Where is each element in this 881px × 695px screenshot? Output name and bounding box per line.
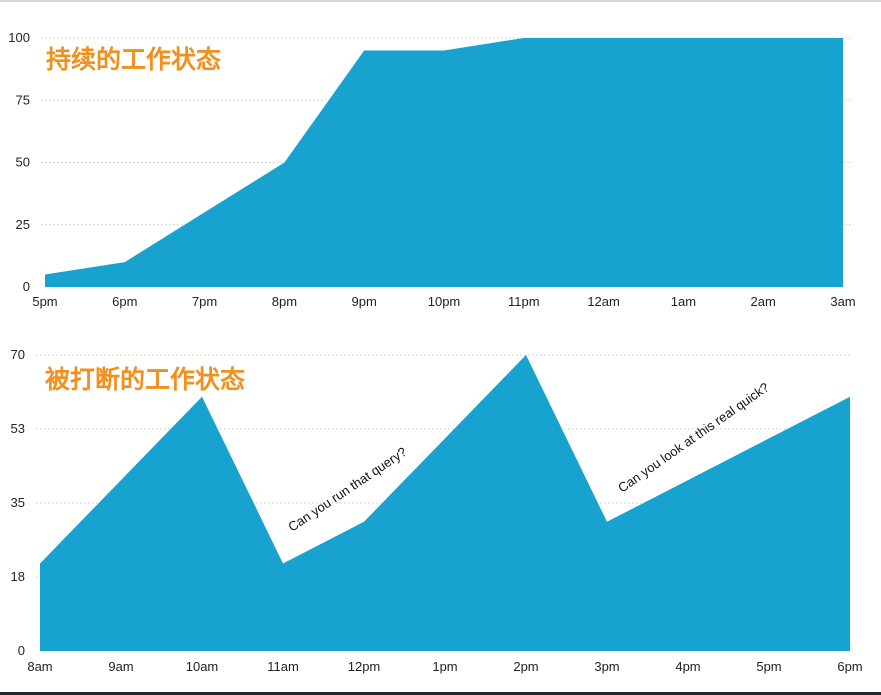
x-tick-label: 8am (27, 659, 52, 674)
y-tick-label: 75 (16, 92, 30, 107)
chart-title: 持续的工作状态 (46, 45, 221, 74)
y-tick-label: 100 (8, 30, 30, 45)
bottom-border (0, 692, 881, 695)
x-tick-label: 10am (186, 659, 219, 674)
x-tick-label: 9pm (352, 294, 377, 309)
x-tick-label: 3pm (594, 659, 619, 674)
y-tick-label: 18 (11, 569, 25, 584)
y-tick-label: 70 (11, 347, 25, 362)
area-series (40, 355, 850, 651)
x-tick-label: 1pm (432, 659, 457, 674)
x-tick-label: 7pm (192, 294, 217, 309)
x-tick-label: 11am (267, 659, 299, 674)
x-tick-label: 12am (587, 294, 620, 309)
x-tick-label: 1am (671, 294, 696, 309)
sustained-work-chart: 0 25 50 75 100 5pm 6pm 7pm 8pm 9pm 10pm 11pm 12am 1am… (8, 30, 855, 309)
x-tick-label: 10pm (428, 294, 461, 309)
x-tick-label: 12pm (348, 659, 381, 674)
y-tick-label: 0 (23, 279, 30, 294)
x-tick-label: 8pm (272, 294, 297, 309)
x-tick-label: 11pm (508, 294, 540, 309)
x-tick-label: 5pm (756, 659, 781, 674)
x-tick-label: 6pm (112, 294, 137, 309)
x-tick-label: 4pm (675, 659, 700, 674)
x-tick-label: 5pm (32, 294, 57, 309)
y-tick-label: 0 (18, 643, 25, 658)
y-tick-label: 53 (11, 421, 25, 436)
x-tick-label: 9am (108, 659, 133, 674)
x-tick-label: 2pm (513, 659, 538, 674)
top-border (0, 0, 881, 2)
y-tick-label: 50 (16, 155, 30, 170)
area-series (45, 38, 843, 287)
y-tick-label: 35 (11, 495, 25, 510)
y-tick-label: 25 (16, 217, 30, 232)
chart-title: 被打断的工作状态 (45, 365, 245, 394)
x-tick-label: 3am (830, 294, 855, 309)
x-tick-label: 6pm (837, 659, 862, 674)
x-tick-label: 2am (751, 294, 776, 309)
